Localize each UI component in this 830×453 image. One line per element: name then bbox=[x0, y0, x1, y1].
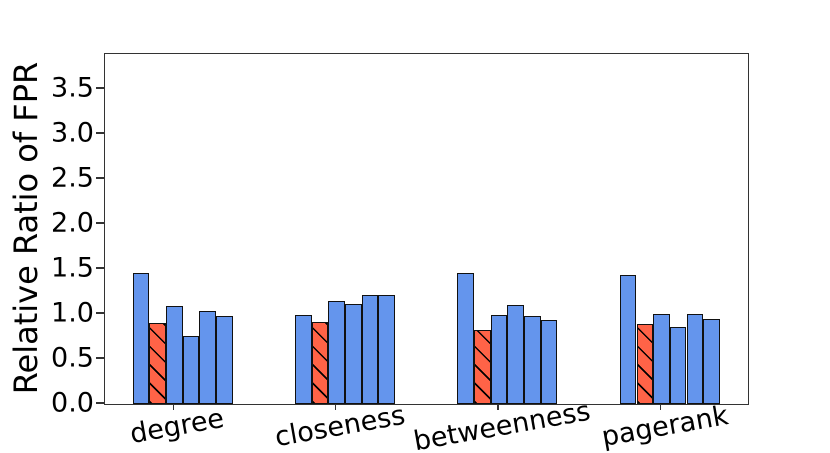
x-tick-label-degree: degree bbox=[128, 403, 227, 450]
y-tick-mark bbox=[96, 357, 104, 359]
bar-pagerank-4 bbox=[669, 326, 687, 404]
y-tick-mark bbox=[96, 402, 104, 404]
x-tick-mark bbox=[497, 404, 499, 410]
bar-closeness-4 bbox=[345, 304, 362, 404]
bar-betweenness-4 bbox=[507, 305, 525, 404]
bar-pagerank-2 bbox=[636, 323, 654, 404]
y-tick-label: 0.5 bbox=[51, 342, 94, 374]
x-tick-mark bbox=[659, 404, 662, 410]
plot-area bbox=[104, 53, 749, 405]
bar-closeness-1 bbox=[295, 314, 312, 404]
bar-degree-6 bbox=[215, 315, 233, 404]
bar-pagerank-5 bbox=[686, 314, 704, 404]
bar-degree-5 bbox=[199, 311, 216, 404]
y-tick-label: 2.5 bbox=[51, 162, 94, 194]
y-tick-mark bbox=[96, 222, 104, 224]
y-tick-label: 1.5 bbox=[51, 252, 94, 284]
x-tick-label-closeness: closeness bbox=[272, 399, 408, 453]
bar-closeness-5 bbox=[361, 295, 379, 404]
bar-pagerank-3 bbox=[653, 314, 670, 404]
y-tick-label: 2.0 bbox=[51, 207, 94, 239]
x-tick-label-pagerank: pagerank bbox=[598, 400, 731, 453]
y-tick-mark bbox=[96, 132, 104, 134]
bar-closeness-6 bbox=[378, 295, 396, 404]
bar-closeness-2 bbox=[311, 322, 329, 404]
bar-degree-1 bbox=[132, 272, 150, 404]
bar-pagerank-1 bbox=[619, 275, 637, 404]
y-tick-mark bbox=[96, 267, 104, 269]
x-tick-mark bbox=[172, 404, 175, 410]
bar-betweenness-1 bbox=[457, 272, 475, 404]
y-tick-mark bbox=[96, 177, 104, 179]
x-tick-mark bbox=[334, 404, 337, 410]
bar-pagerank-6 bbox=[703, 319, 720, 404]
bar-degree-2 bbox=[149, 323, 166, 404]
bar-betweenness-5 bbox=[524, 315, 541, 404]
bar-closeness-3 bbox=[328, 300, 346, 404]
y-tick-label: 3.0 bbox=[51, 117, 94, 149]
y-tick-label: 0.0 bbox=[51, 387, 94, 419]
bar-betweenness-2 bbox=[474, 330, 491, 404]
bar-degree-3 bbox=[165, 305, 183, 404]
y-tick-mark bbox=[96, 312, 104, 314]
bar-degree-4 bbox=[182, 335, 200, 404]
y-tick-mark bbox=[96, 87, 104, 89]
bar-betweenness-6 bbox=[540, 320, 558, 404]
bar-betweenness-3 bbox=[490, 314, 508, 404]
y-tick-label: 3.5 bbox=[51, 72, 94, 104]
y-tick-label: 1.0 bbox=[51, 297, 94, 329]
